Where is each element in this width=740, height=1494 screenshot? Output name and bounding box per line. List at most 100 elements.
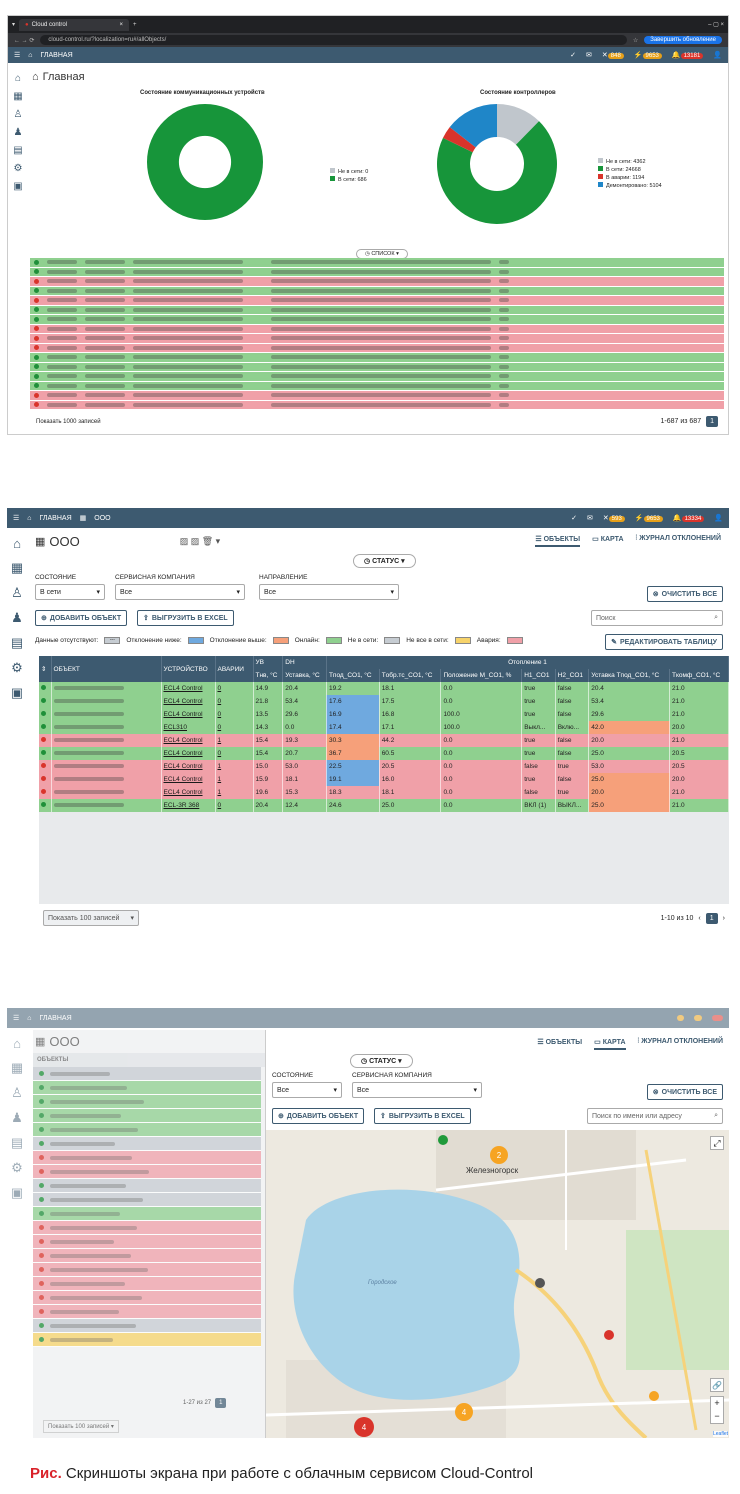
pager-prev-icon[interactable]: ‹ <box>698 914 701 922</box>
breadcrumb-home[interactable]: ГЛАВНАЯ <box>40 51 73 59</box>
tab-objects[interactable]: ☰ ОБЪЕКТЫ <box>535 535 581 547</box>
pager-current[interactable]: 1 <box>705 912 718 924</box>
page-size-select[interactable]: Показать 100 записей ▾ <box>43 910 139 926</box>
device-cell[interactable]: ECL4 Control <box>161 773 216 786</box>
list-item[interactable] <box>33 1277 261 1291</box>
table-row[interactable] <box>30 305 724 315</box>
table-row[interactable] <box>30 400 724 410</box>
star-icon[interactable]: ☆ <box>632 37 639 44</box>
object-cell[interactable] <box>51 708 162 721</box>
list-item[interactable] <box>33 1095 261 1109</box>
device-link[interactable]: ECL-3R 368 <box>163 802 200 809</box>
col-ust[interactable]: Уставка, °С <box>282 669 327 682</box>
device-link[interactable]: ECL4 Control <box>163 698 203 705</box>
check-icon[interactable]: ✓ <box>570 52 577 59</box>
fullscreen-icon[interactable]: ⤢ <box>710 1136 724 1150</box>
device-cell[interactable]: ECL4 Control <box>161 682 216 695</box>
table-row[interactable] <box>30 277 724 287</box>
tab-map[interactable]: ▭ КАРТА <box>594 1038 626 1050</box>
menu-icon[interactable]: ☰ <box>13 1015 20 1022</box>
zoom-out-icon[interactable]: − <box>714 1411 720 1421</box>
alarms-link[interactable]: 1 <box>217 763 222 770</box>
list-item[interactable] <box>33 1151 261 1165</box>
col-device[interactable]: УСТРОЙСТВО <box>161 656 216 682</box>
device-link[interactable]: ECL310 <box>163 724 188 731</box>
object-cell[interactable] <box>51 760 162 773</box>
users-nav-icon[interactable]: ♙ <box>11 1085 23 1100</box>
col-tkomf[interactable]: Tкомф_CO1, °С <box>669 669 729 682</box>
edit-tools-icon[interactable]: ▨ ▨ 🗑 ▾ <box>179 535 221 546</box>
device-cell[interactable]: ECL4 Control <box>161 786 216 799</box>
device-link[interactable]: ECL4 Control <box>163 685 203 692</box>
export-excel-button[interactable]: ⇪ ВЫГРУЗИТЬ В EXCEL <box>137 610 234 626</box>
tab-journal[interactable]: ⫶ ЖУРНАЛ ОТКЛОНЕНИЙ <box>637 1038 723 1045</box>
list-item[interactable] <box>33 1235 261 1249</box>
col-tobr[interactable]: Tобр.тс_CO1, °С <box>379 669 442 682</box>
status-pill[interactable]: ◷ СТАТУС ▾ <box>350 1054 413 1068</box>
device-cell[interactable]: ECL4 Control <box>161 760 216 773</box>
plug-icon[interactable]: ⚡ 9653 <box>634 51 662 59</box>
tab-map[interactable]: ▭ КАРТА <box>592 536 624 543</box>
table-row[interactable] <box>30 296 724 306</box>
list-item[interactable] <box>33 1333 261 1347</box>
stats-nav-icon[interactable]: ▣ <box>10 685 24 700</box>
list-item[interactable] <box>33 1179 261 1193</box>
list-pager-current[interactable]: 1 <box>215 1398 227 1408</box>
list-item[interactable] <box>33 1263 261 1277</box>
alarms-link[interactable]: 0 <box>217 711 222 718</box>
reports-nav-icon[interactable]: ▤ <box>10 1135 24 1150</box>
home-nav-icon[interactable]: ⌂ <box>13 536 21 551</box>
device-link[interactable]: ECL4 Control <box>163 750 203 757</box>
map-marker-red[interactable] <box>604 1330 614 1340</box>
alarms-cell[interactable]: 0 <box>215 695 254 708</box>
objects-nav-icon[interactable]: ▦ <box>13 91 23 102</box>
device-link[interactable]: ECL4 Control <box>163 776 203 783</box>
users-nav-icon[interactable]: ♙ <box>13 109 23 120</box>
table-row[interactable]: ECL4 Control 1 19.6 15.3 18.3 18.1 0.0 false tru… <box>39 786 729 799</box>
breadcrumb-org[interactable]: ООО <box>94 514 111 522</box>
device-cell[interactable]: ECL4 Control <box>161 747 216 760</box>
table-row[interactable] <box>30 258 724 268</box>
object-cell[interactable] <box>51 734 162 747</box>
col-h2[interactable]: H2_CO1 <box>555 669 590 682</box>
stats-nav-icon[interactable]: ▣ <box>10 1185 24 1200</box>
edit-table-button[interactable]: ✎ РЕДАКТИРОВАТЬ ТАБЛИЦУ <box>605 634 723 650</box>
tab-objects[interactable]: ☰ ОБЪЕКТЫ <box>537 1039 583 1046</box>
clear-all-button[interactable]: ⊗ ОЧИСТИТЬ ВСЕ <box>646 1084 723 1100</box>
col-ust-tpod[interactable]: Уставка Tпод_CO1, °С <box>588 669 671 682</box>
company-select[interactable]: Все ▾ <box>352 1082 482 1098</box>
alarms-link[interactable]: 0 <box>217 698 222 705</box>
objects-nav-icon[interactable]: ▦ <box>10 1060 24 1075</box>
alarms-link[interactable]: 0 <box>217 750 222 757</box>
col-tnv[interactable]: Тнв, °С <box>253 669 284 682</box>
list-item[interactable] <box>33 1165 261 1179</box>
search-input[interactable]: Поиск по имени или адресу ⌕ <box>587 1108 723 1124</box>
list-item[interactable] <box>33 1137 261 1151</box>
alarms-cell[interactable]: 0 <box>215 747 254 760</box>
settings-nav-icon[interactable]: ⚙ <box>11 660 23 675</box>
users-nav-icon[interactable]: ♙ <box>11 585 23 600</box>
update-button[interactable]: Завершить обновление <box>644 36 722 44</box>
groups-nav-icon[interactable]: ♟ <box>11 1110 23 1125</box>
alarms-link[interactable]: 1 <box>217 737 222 744</box>
url-field[interactable]: cloud-control.ru/?localization=ru#/allOb… <box>40 35 627 45</box>
map-attribution[interactable]: Leaflet <box>712 1431 728 1437</box>
settings-nav-icon[interactable]: ⚙ <box>13 163 23 174</box>
pager-current[interactable]: 1 <box>706 416 718 427</box>
new-tab-icon[interactable]: + <box>133 21 137 28</box>
list-item[interactable] <box>33 1291 261 1305</box>
plug-icon[interactable]: ⚡ 9653 <box>635 514 663 522</box>
sort-col[interactable]: ⇕ <box>39 656 52 682</box>
col-pos[interactable]: Положение M_CO1, % <box>440 669 523 682</box>
table-row[interactable]: ECL4 Control 1 15.9 18.1 19.1 16.0 0.0 true fals… <box>39 773 729 786</box>
groups-nav-icon[interactable]: ♟ <box>11 610 23 625</box>
tab-journal[interactable]: ⫶ ЖУРНАЛ ОТКЛОНЕНИЙ <box>635 535 721 542</box>
table-row[interactable] <box>30 353 724 363</box>
table-row[interactable]: ECL310 0 14.3 0.0 17.4 17.1 100.0 Выкл... Вклю..… <box>39 721 729 734</box>
add-object-button[interactable]: ⊕ ДОБАВИТЬ ОБЪЕКТ <box>35 610 128 626</box>
table-row[interactable] <box>30 372 724 382</box>
col-object[interactable]: ОБЪЕКТ <box>51 656 162 682</box>
reports-nav-icon[interactable]: ▤ <box>13 145 23 156</box>
device-link[interactable]: ECL4 Control <box>163 763 203 770</box>
table-row[interactable]: ECL4 Control 0 13.5 29.6 16.9 16.8 100.0 true fa… <box>39 708 729 721</box>
